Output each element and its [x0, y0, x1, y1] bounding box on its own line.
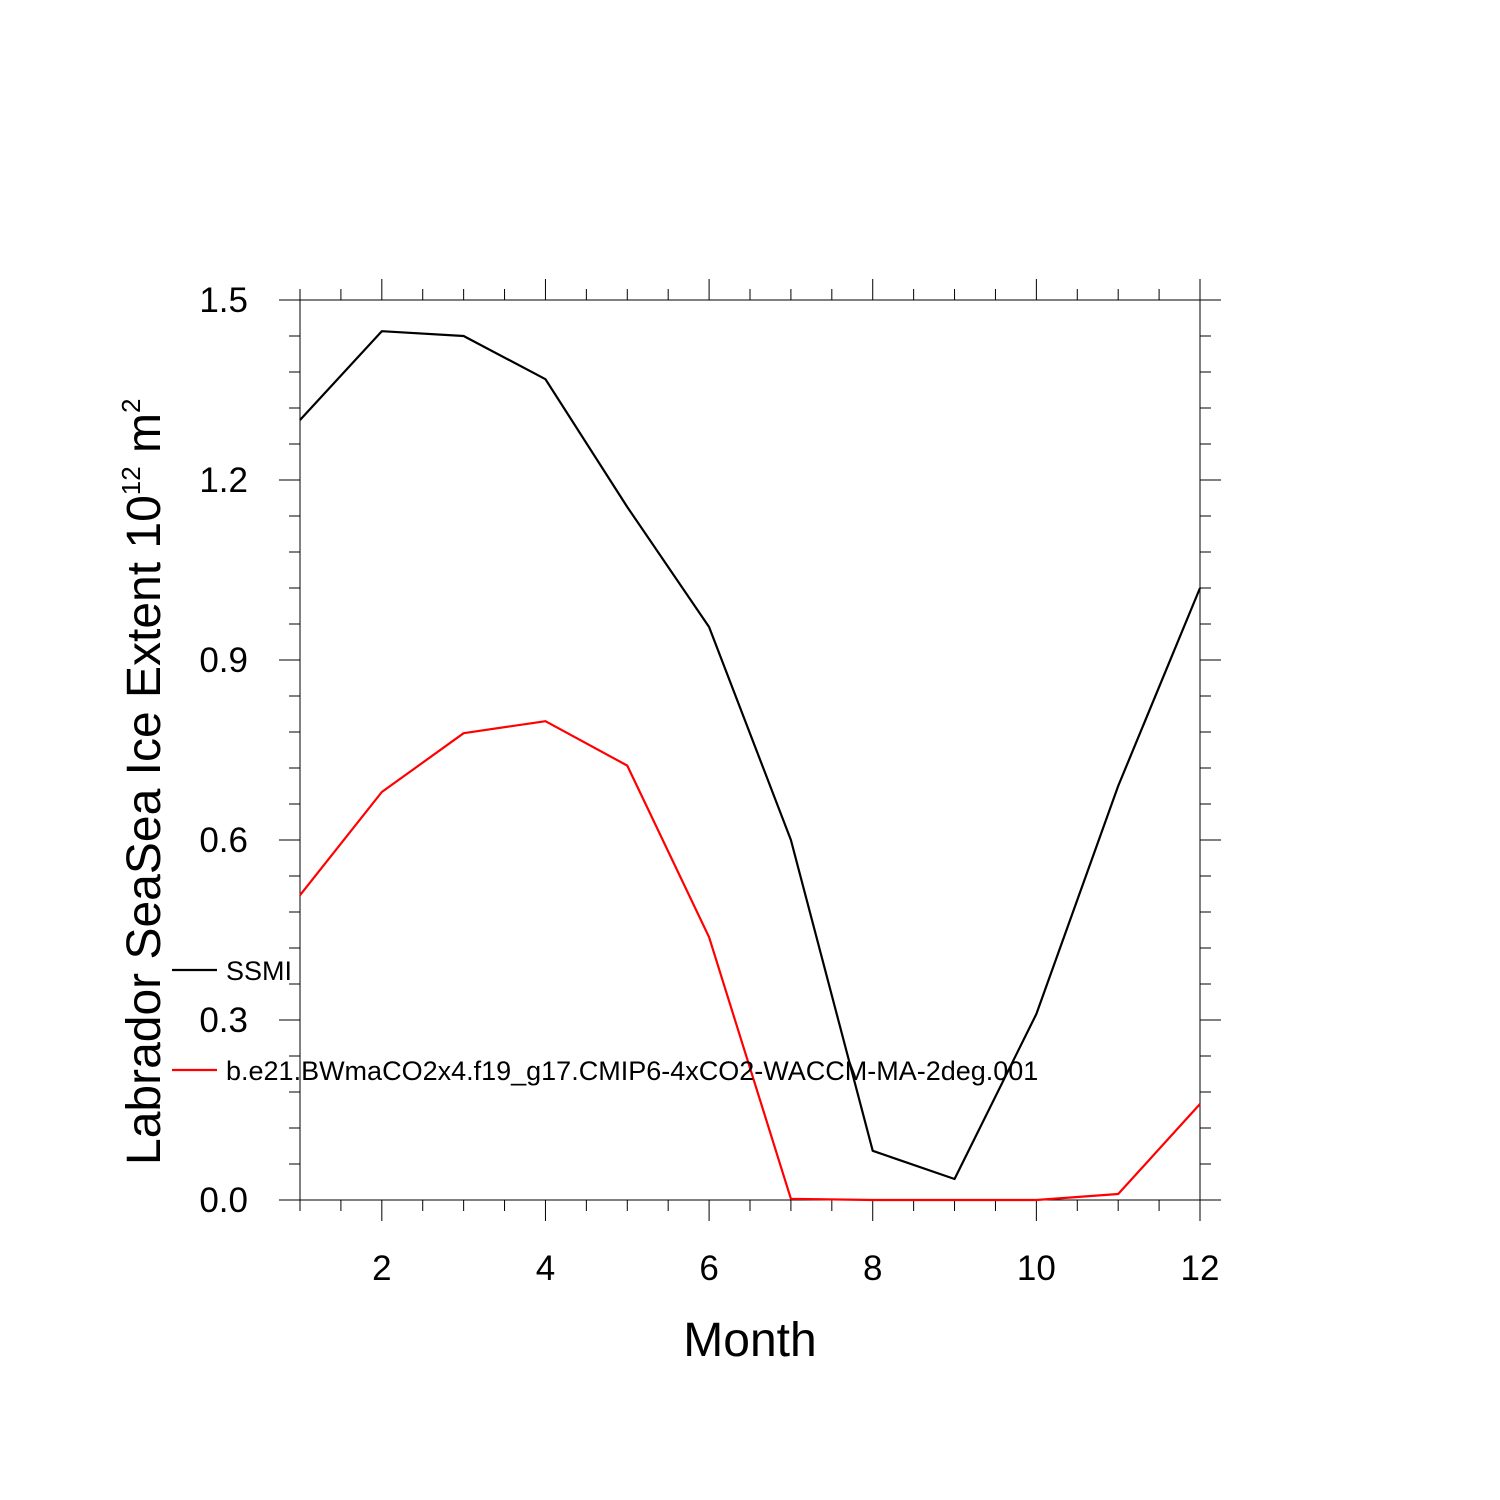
x-tick-label: 4 — [536, 1249, 555, 1288]
y-tick-label: 0.9 — [199, 641, 248, 680]
x-tick-label: 6 — [699, 1249, 718, 1288]
x-tick-label: 12 — [1181, 1249, 1220, 1288]
x-tick-label: 10 — [1017, 1249, 1056, 1288]
y-tick-label: 1.2 — [199, 461, 248, 500]
legend-label: b.e21.BWmaCO2x4.f19_g17.CMIP6-4xCO2-WACC… — [226, 1056, 1038, 1086]
plot-frame — [299, 299, 1201, 1201]
axis-ticks — [279, 279, 1221, 1221]
y-axis-title: Labrador SeaSea Ice Extent 1012 m2 — [116, 398, 171, 1165]
y-axis-title-main: Labrador SeaSea Ice Extent 10 — [118, 495, 171, 1165]
y-tick-label: 0.6 — [199, 821, 248, 860]
legend-label: SSMI — [226, 956, 292, 986]
series-line-1 — [299, 330, 1202, 1181]
y-tick-label: 0.0 — [199, 1181, 248, 1220]
y-axis-title-unit-exponent: 2 — [116, 398, 146, 412]
y-axis-title-unit: m — [118, 413, 171, 466]
series-layer — [299, 330, 1202, 1202]
x-tick-label: 2 — [372, 1249, 391, 1288]
y-axis-title-exponent: 12 — [116, 466, 146, 495]
series-line-2 — [299, 720, 1201, 1202]
legend: SSMI b.e21.BWmaCO2x4.f19_g17.CMIP6-4xCO2-… — [172, 956, 1038, 1086]
y-tick-label: 1.5 — [199, 281, 248, 320]
x-axis-title: Month — [683, 1314, 816, 1367]
y-tick-label: 0.3 — [199, 1001, 248, 1040]
tick-labels: 2 4 6 8 10 12 0.0 0.3 0.6 0.9 1.2 1.5 — [199, 281, 1219, 1288]
x-tick-label: 8 — [863, 1249, 882, 1288]
